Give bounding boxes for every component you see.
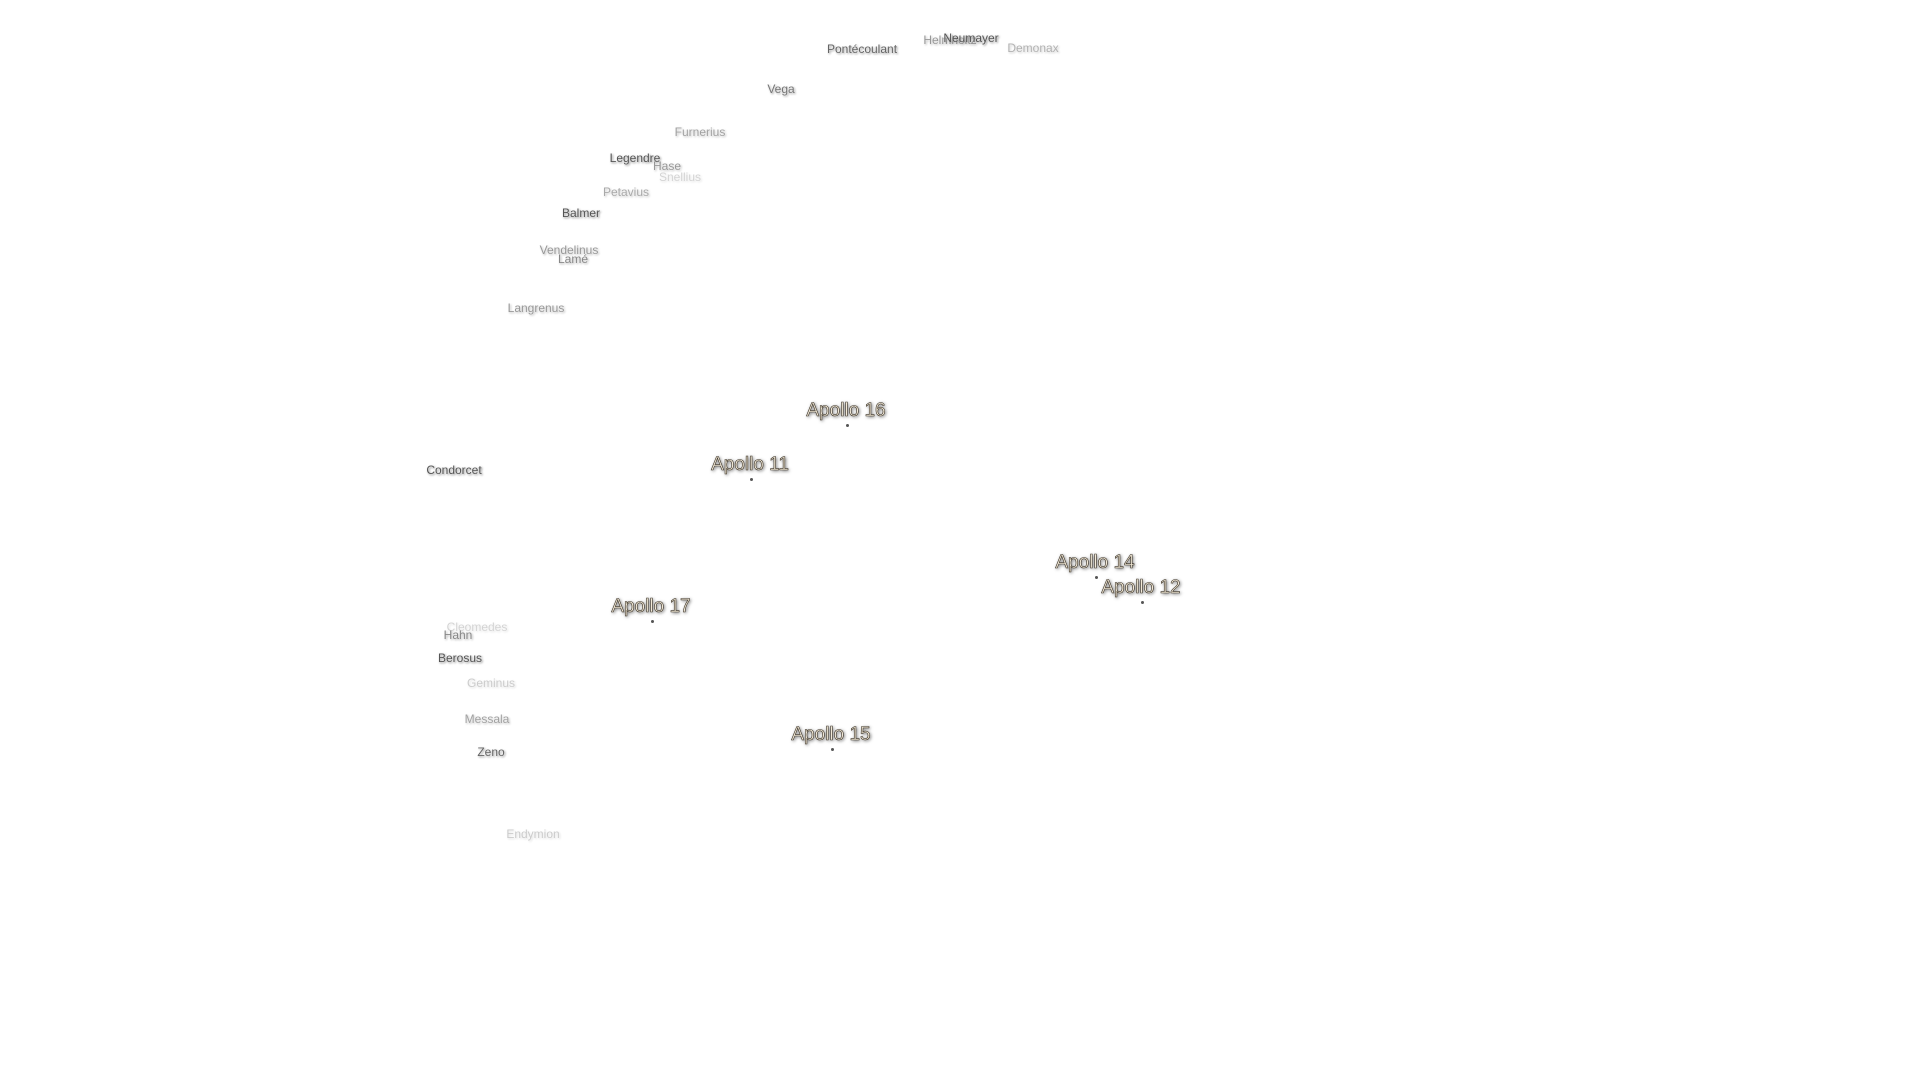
crater-label: Lamé xyxy=(557,252,589,266)
crater-label: Balmer xyxy=(561,206,601,220)
crater-label: Snellius xyxy=(658,170,702,184)
landing-site-label: Apollo 12 xyxy=(1101,577,1181,599)
landing-site-label: Apollo 14 xyxy=(1055,552,1135,574)
crater-label: Vendelinus xyxy=(539,243,599,257)
crater-label: Berosus xyxy=(437,651,483,665)
crater-label: Langrenus xyxy=(507,301,565,315)
crater-label: Endymion xyxy=(506,827,560,841)
crater-label: Demonax xyxy=(1007,41,1059,55)
crater-label: Legendre xyxy=(609,151,661,165)
landing-site-marker xyxy=(651,620,654,623)
landing-site-marker xyxy=(846,424,849,427)
crater-label: Petavius xyxy=(602,185,650,199)
landing-site-marker xyxy=(831,748,834,751)
crater-label: Vega xyxy=(767,82,795,96)
landing-site-marker xyxy=(1141,601,1144,604)
landing-site-label: Apollo 15 xyxy=(791,724,871,746)
landing-site-label: Apollo 16 xyxy=(806,400,886,422)
crater-label: Helmholtz xyxy=(923,33,977,47)
crater-label: Furnerius xyxy=(674,125,726,139)
crater-label: Geminus xyxy=(466,676,516,690)
landing-site-label: Apollo 17 xyxy=(611,596,691,618)
landing-site-label: Apollo 11 xyxy=(711,454,789,476)
crater-label: Condorcet xyxy=(426,463,482,477)
crater-label: Cleomedes xyxy=(446,620,508,634)
crater-label: Messala xyxy=(464,712,510,726)
landing-site-marker xyxy=(750,478,753,481)
crater-label: Hase xyxy=(652,159,682,173)
crater-label: Neumayer xyxy=(943,31,999,45)
landing-site-marker xyxy=(1095,576,1098,579)
crater-label: Hahn xyxy=(443,628,473,642)
crater-label: Pontécoulant xyxy=(826,42,898,56)
crater-label: Zeno xyxy=(477,745,505,759)
